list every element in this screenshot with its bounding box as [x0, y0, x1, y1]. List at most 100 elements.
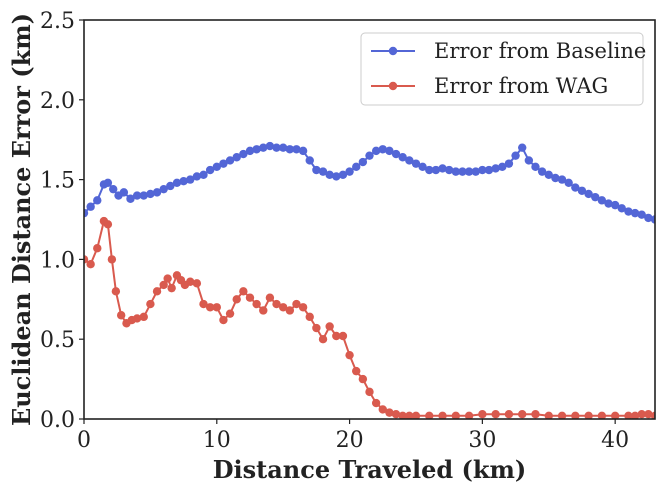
data-point — [179, 176, 188, 186]
data-point — [438, 164, 447, 173]
data-point — [199, 299, 208, 309]
data-point — [418, 162, 427, 172]
legend: Error from Baseline Error from WAG — [360, 32, 646, 106]
y-tick-label: 1.5 — [40, 169, 75, 194]
data-point — [265, 141, 275, 151]
data-point — [378, 145, 387, 154]
data-point — [172, 178, 182, 187]
data-point — [451, 167, 461, 176]
data-point — [537, 167, 547, 176]
data-point — [345, 167, 354, 176]
legend-label-wag: Error from WAG — [434, 74, 608, 98]
data-point — [318, 335, 328, 344]
data-point — [225, 309, 235, 318]
data-point — [557, 175, 567, 184]
data-point — [192, 172, 202, 181]
data-point — [318, 167, 328, 176]
data-point — [146, 189, 155, 199]
data-point — [86, 259, 95, 269]
data-point — [398, 411, 407, 419]
data-point — [531, 162, 540, 172]
data-point — [411, 159, 421, 168]
data-point — [119, 188, 129, 197]
data-point — [219, 315, 228, 325]
data-point — [305, 312, 314, 322]
data-point — [272, 299, 281, 309]
data-point — [285, 145, 295, 154]
data-point — [285, 306, 295, 315]
plot-frame — [83, 19, 656, 420]
data-point — [624, 411, 633, 419]
data-point — [84, 208, 89, 218]
data-point — [597, 196, 607, 205]
data-point — [152, 188, 162, 197]
data-point — [116, 311, 126, 320]
data-point — [371, 398, 381, 408]
data-point — [637, 410, 646, 419]
data-point — [610, 200, 620, 210]
data-point — [471, 167, 480, 176]
data-point — [93, 244, 102, 253]
data-point — [610, 411, 620, 419]
data-point — [637, 210, 646, 219]
data-point — [212, 162, 221, 172]
data-point — [604, 199, 613, 208]
y-tick-label: 0.0 — [40, 408, 75, 433]
series-0 — [84, 141, 655, 224]
data-point — [325, 170, 334, 180]
data-point — [577, 186, 587, 195]
data-point — [584, 411, 593, 419]
data-point — [146, 299, 155, 309]
data-point — [498, 162, 507, 172]
data-point — [405, 411, 414, 419]
x-tick-label: 40 — [601, 428, 629, 453]
data-point — [478, 165, 487, 175]
data-point — [338, 331, 348, 341]
data-point — [544, 411, 553, 419]
data-point — [511, 151, 520, 160]
data-point — [624, 207, 633, 216]
data-point — [564, 178, 573, 187]
data-point — [431, 165, 441, 175]
data-point — [504, 410, 514, 419]
data-point — [219, 159, 228, 168]
data-point — [425, 411, 434, 419]
data-point — [292, 299, 301, 309]
data-point — [259, 143, 268, 152]
data-point — [630, 208, 640, 218]
data-point — [272, 143, 281, 152]
x-tick-label: 20 — [336, 428, 364, 453]
data-point — [504, 159, 514, 168]
data-point — [107, 255, 117, 264]
y-tick-label: 1.0 — [40, 248, 75, 273]
data-point — [163, 274, 172, 283]
data-point — [444, 165, 454, 175]
data-point — [451, 411, 461, 419]
x-axis-title: Distance Traveled (km) — [213, 455, 527, 484]
data-point — [93, 196, 102, 205]
data-point — [597, 411, 607, 419]
series-layer — [84, 141, 655, 419]
data-point — [103, 220, 113, 229]
data-point — [167, 283, 176, 293]
data-point — [352, 366, 361, 376]
data-point — [584, 189, 593, 199]
data-point — [166, 181, 175, 191]
data-point — [239, 149, 248, 159]
data-point — [325, 322, 334, 331]
data-point — [278, 303, 288, 312]
data-point — [111, 287, 121, 296]
data-point — [531, 410, 540, 419]
data-point — [571, 411, 580, 419]
data-point — [139, 191, 148, 200]
data-point — [378, 405, 387, 414]
data-point — [245, 146, 255, 156]
data-point — [358, 374, 368, 384]
data-point — [630, 411, 640, 419]
data-point — [152, 287, 162, 296]
data-point — [312, 165, 321, 175]
data-point — [365, 387, 374, 397]
data-point — [644, 410, 653, 419]
data-point — [159, 184, 168, 194]
data-point — [159, 280, 168, 290]
